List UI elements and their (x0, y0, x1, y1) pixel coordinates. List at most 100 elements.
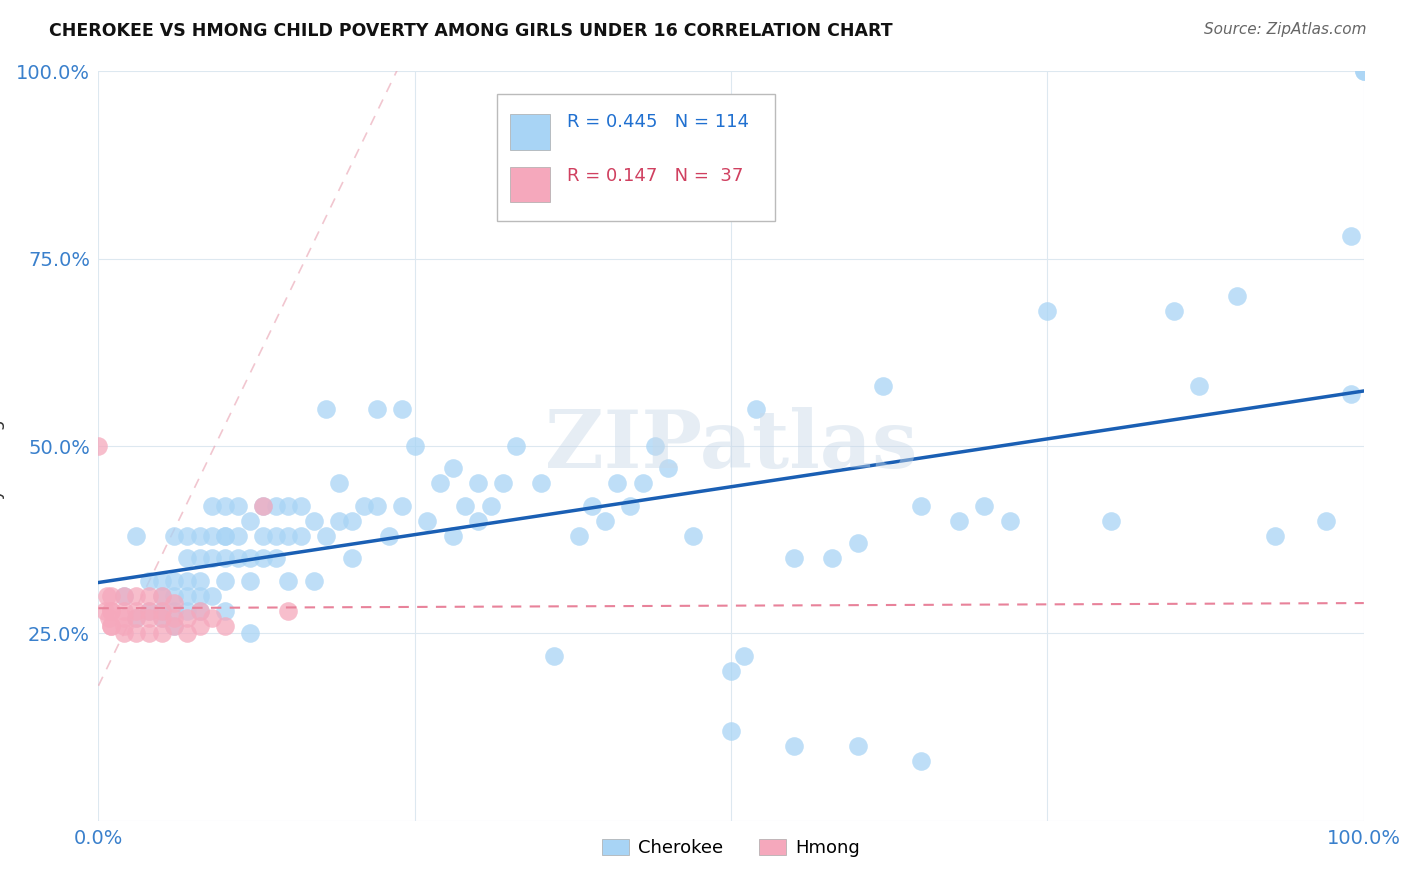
FancyBboxPatch shape (510, 167, 550, 202)
Point (277, 574, 299, 588)
Point (226, 529, 249, 543)
Point (910, 499, 932, 513)
Point (1226, 289, 1249, 303)
Point (328, 514, 350, 528)
Point (176, 551, 198, 566)
Point (188, 604, 211, 618)
Point (264, 529, 287, 543)
Point (176, 529, 198, 543)
Point (1315, 514, 1337, 528)
Point (214, 604, 236, 618)
Point (391, 401, 413, 416)
Point (492, 476, 515, 491)
Point (87, 439, 110, 453)
Point (631, 476, 654, 491)
Text: Source: ZipAtlas.com: Source: ZipAtlas.com (1204, 22, 1367, 37)
Point (226, 499, 249, 513)
Point (163, 574, 186, 588)
Point (163, 604, 186, 618)
Point (201, 611, 224, 625)
Point (138, 574, 160, 588)
Point (100, 619, 122, 633)
Point (454, 499, 477, 513)
Point (1353, 64, 1375, 78)
Point (150, 574, 173, 588)
Point (441, 529, 464, 543)
Point (138, 589, 160, 603)
Point (150, 589, 173, 603)
Point (239, 514, 262, 528)
Point (188, 604, 211, 618)
Point (138, 611, 160, 625)
Point (846, 739, 869, 753)
Point (530, 476, 553, 491)
Point (138, 626, 160, 640)
Point (378, 529, 401, 543)
Point (783, 551, 806, 566)
Point (619, 499, 641, 513)
Point (910, 754, 932, 768)
Point (467, 514, 489, 528)
Point (100, 619, 122, 633)
Point (783, 739, 806, 753)
Point (150, 604, 173, 618)
Point (214, 529, 236, 543)
Point (226, 551, 249, 566)
Point (125, 604, 148, 618)
Point (214, 499, 236, 513)
Point (441, 461, 464, 475)
Point (340, 551, 363, 566)
Point (163, 529, 186, 543)
Point (214, 529, 236, 543)
Point (340, 514, 363, 528)
Point (201, 529, 224, 543)
Point (543, 648, 565, 663)
Point (112, 626, 135, 640)
Point (163, 619, 186, 633)
Point (277, 529, 299, 543)
Point (404, 439, 426, 453)
Text: R = 0.445   N = 114: R = 0.445 N = 114 (567, 112, 748, 130)
Point (112, 619, 135, 633)
Point (1264, 529, 1286, 543)
Point (821, 551, 844, 566)
Point (302, 574, 325, 588)
Point (214, 619, 236, 633)
Point (125, 611, 148, 625)
Point (176, 626, 198, 640)
Point (150, 626, 173, 640)
Point (176, 611, 198, 625)
Point (100, 604, 122, 618)
Point (201, 499, 224, 513)
Point (315, 529, 337, 543)
Point (150, 611, 173, 625)
Point (163, 619, 186, 633)
Point (112, 589, 135, 603)
Point (214, 551, 236, 566)
Point (97, 611, 120, 625)
Point (112, 589, 135, 603)
Point (188, 619, 211, 633)
Point (150, 611, 173, 625)
Point (163, 596, 186, 610)
Point (290, 529, 312, 543)
Point (745, 401, 768, 416)
Point (252, 529, 274, 543)
Point (391, 499, 413, 513)
Point (138, 604, 160, 618)
Point (720, 723, 742, 738)
Point (138, 604, 160, 618)
Point (188, 529, 211, 543)
Legend: Cherokee, Hmong: Cherokee, Hmong (595, 831, 868, 864)
Point (176, 589, 198, 603)
Point (239, 574, 262, 588)
Point (973, 499, 995, 513)
Point (277, 604, 299, 618)
Point (998, 514, 1021, 528)
Point (353, 499, 375, 513)
Point (644, 439, 666, 453)
Point (239, 551, 262, 566)
Point (264, 551, 287, 566)
Point (290, 499, 312, 513)
Point (302, 514, 325, 528)
